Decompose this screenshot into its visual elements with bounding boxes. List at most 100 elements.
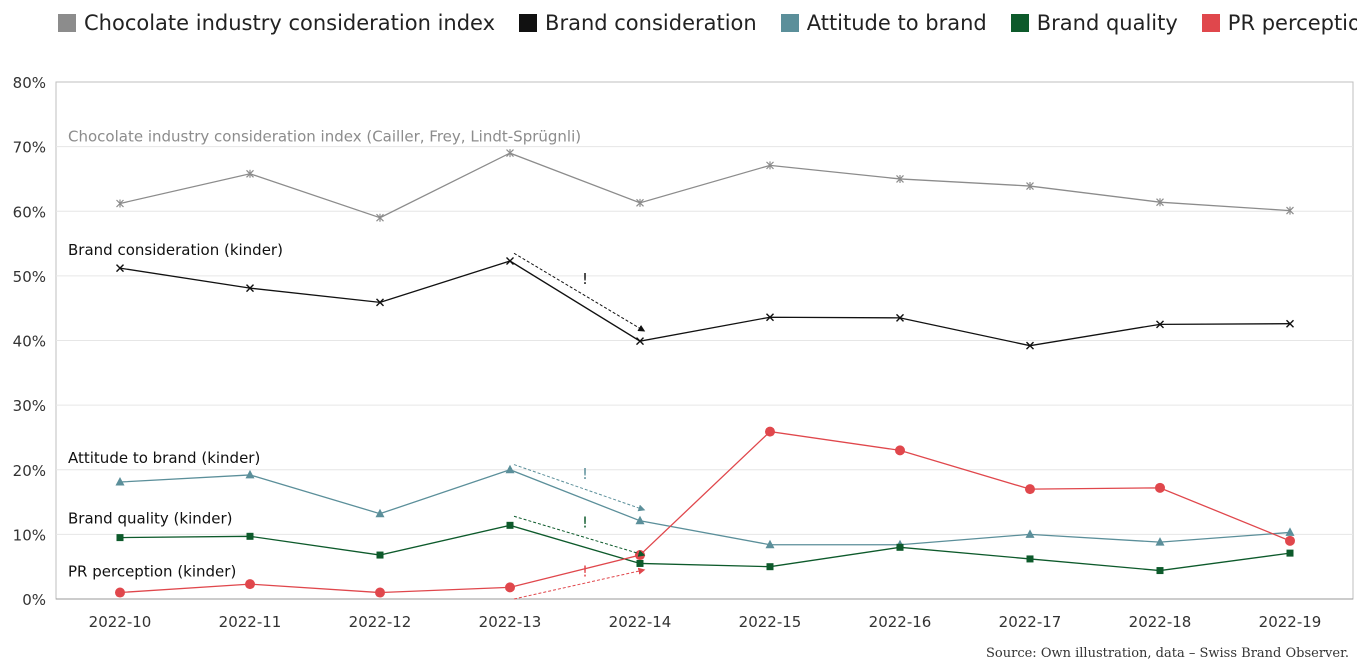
data-point-quality (246, 532, 254, 540)
x-tick-label: 2022-11 (219, 613, 282, 631)
data-point-industry (1026, 182, 1034, 191)
series-label-industry: Chocolate industry consideration index (… (68, 127, 581, 145)
data-point-quality (506, 521, 514, 529)
annotation-arrow-pr (513, 567, 646, 600)
legend-label-brand: Brand consideration (545, 11, 757, 35)
data-point-attitude (635, 515, 645, 525)
data-point-pr (895, 445, 905, 456)
data-point-attitude (115, 477, 125, 486)
series-label-attitude: Attitude to brand (kinder) (68, 449, 260, 467)
y-tick-label: 60% (13, 203, 46, 221)
data-point-pr (1155, 482, 1165, 493)
legend-item-industry[interactable]: Chocolate industry consideration index (58, 11, 495, 35)
legend: Chocolate industry consideration index B… (58, 8, 1357, 38)
x-tick-label: 2022-17 (999, 613, 1062, 631)
data-point-brand (506, 257, 514, 266)
data-point-pr (115, 587, 125, 598)
data-point-attitude (765, 539, 775, 549)
data-point-quality (376, 551, 384, 559)
y-tick-label: 30% (13, 397, 46, 415)
data-point-pr (1285, 535, 1295, 546)
data-point-attitude (505, 464, 515, 474)
legend-swatch-attitude (780, 14, 799, 32)
data-point-attitude (1025, 529, 1035, 538)
data-point-brand (116, 264, 124, 273)
data-point-pr (245, 579, 255, 590)
data-point-industry (896, 174, 904, 183)
legend-swatch-pr (1201, 14, 1220, 32)
y-tick-label: 50% (13, 268, 46, 286)
data-point-industry (636, 198, 644, 207)
data-point-industry (1156, 198, 1164, 207)
data-point-attitude (375, 508, 385, 518)
data-point-industry (246, 169, 254, 178)
data-point-quality (1156, 567, 1164, 575)
legend-label-quality: Brand quality (1036, 11, 1178, 35)
annotation-text-quality: ! (582, 514, 588, 532)
data-point-quality (1286, 549, 1294, 557)
y-tick-label: 70% (13, 139, 46, 157)
legend-item-quality[interactable]: Brand quality (1010, 11, 1178, 35)
data-point-quality (636, 559, 644, 567)
annotation-text-brand: ! (582, 270, 588, 288)
legend-label-industry: Chocolate industry consideration index (84, 11, 496, 35)
annotation-arrow-brand (513, 252, 646, 332)
data-point-industry (1286, 206, 1294, 215)
series-group (115, 149, 1295, 598)
data-point-pr (765, 426, 775, 437)
data-point-brand (1026, 341, 1034, 350)
data-point-brand (1156, 320, 1164, 329)
series-label-pr: PR perception (kinder) (68, 563, 236, 581)
data-point-attitude (1285, 527, 1295, 536)
data-point-brand (896, 313, 904, 322)
data-point-industry (766, 161, 774, 170)
data-point-brand (376, 298, 384, 307)
annotation-arrow-attitude (513, 464, 646, 512)
legend-item-attitude[interactable]: Attitude to brand (780, 11, 987, 35)
y-tick-label: 0% (22, 591, 46, 609)
y-tick-label: 40% (13, 333, 46, 351)
x-tick-label: 2022-16 (869, 613, 932, 631)
data-point-pr (375, 587, 385, 598)
legend-label-attitude: Attitude to brand (806, 11, 987, 35)
annotation-text-attitude: ! (582, 465, 588, 483)
y-tick-label: 80% (13, 74, 46, 92)
data-point-quality (1026, 555, 1034, 563)
series-line-quality (119, 524, 1291, 572)
data-point-quality (766, 563, 774, 571)
series-line-brand (119, 260, 1291, 347)
series-line-pr (119, 430, 1291, 594)
source-note: Source: Own illustration, data – Swiss B… (986, 646, 1349, 661)
x-tick-label: 2022-12 (349, 613, 412, 631)
x-axis: 2022-10 2022-11 2022-12 2022-13 2022-14 2022-… (56, 598, 1353, 631)
y-tick-label: 20% (13, 462, 46, 480)
data-point-industry (116, 199, 124, 208)
series-label-quality: Brand quality (kinder) (68, 510, 233, 528)
legend-item-brand[interactable]: Brand consideration (519, 11, 757, 35)
data-point-pr (505, 582, 515, 593)
data-point-quality (116, 534, 124, 542)
x-tick-label: 2022-13 (479, 613, 542, 631)
annotation-text-pr: ! (582, 562, 588, 580)
annotations-group: !!!! (513, 252, 646, 600)
legend-swatch-brand (519, 14, 538, 32)
series-line-attitude (119, 469, 1291, 546)
series-labels-group: Chocolate industry consideration index (… (68, 127, 581, 580)
data-point-brand (766, 313, 774, 322)
series-label-brand: Brand consideration (kinder) (68, 241, 283, 259)
x-tick-label: 2022-19 (1259, 613, 1322, 631)
data-point-brand (636, 337, 644, 346)
legend-swatch-industry (58, 14, 76, 32)
annotation-arrow-quality (513, 515, 646, 557)
x-tick-label: 2022-15 (739, 613, 802, 631)
x-tick-label: 2022-18 (1129, 613, 1192, 631)
legend-swatch-quality (1010, 14, 1029, 32)
y-axis: 0% 10% 20% 30% 40% 50% 60% 70% 80% (13, 74, 46, 609)
x-tick-label: 2022-14 (609, 613, 672, 631)
data-point-attitude (1155, 537, 1165, 546)
legend-item-pr[interactable]: PR perception (1201, 11, 1357, 35)
data-point-pr (1025, 484, 1035, 495)
data-point-brand (1286, 319, 1294, 328)
x-tick-label: 2022-10 (89, 613, 152, 631)
